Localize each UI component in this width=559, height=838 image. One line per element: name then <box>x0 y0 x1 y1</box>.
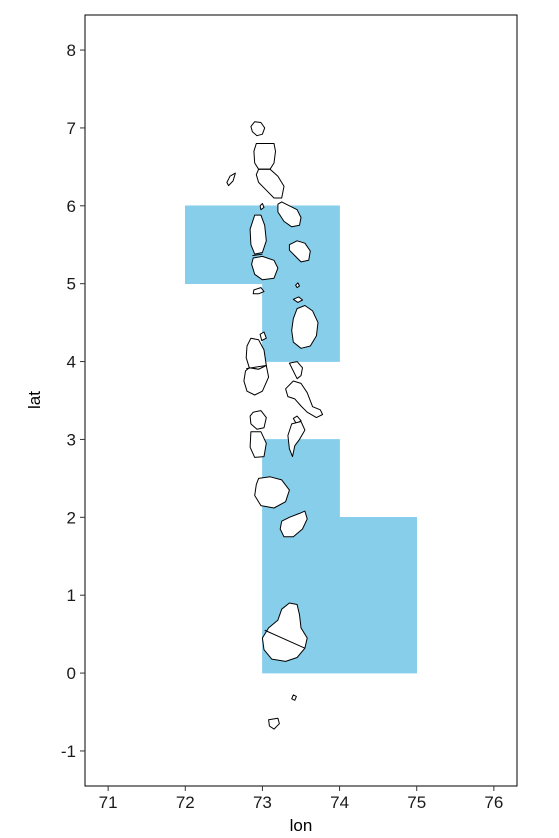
y-axis-title: lat <box>25 391 44 409</box>
atoll-nilandhe-north <box>249 431 267 458</box>
x-axis-title: lon <box>290 816 313 835</box>
grid-cell-5 <box>339 517 418 596</box>
y-tick-label: -1 <box>61 742 76 761</box>
atoll-fuvahmulah <box>291 694 297 701</box>
atoll-small-reef-c <box>292 296 303 303</box>
y-tick-label: 3 <box>67 430 76 449</box>
divider-line-4 <box>264 629 306 649</box>
grid-cell-7 <box>339 594 418 674</box>
atoll-vattaru <box>287 421 306 458</box>
x-tick-label: 74 <box>330 793 349 812</box>
y-tick-label: 8 <box>67 41 76 60</box>
atoll-fasdhutherethere <box>252 287 265 295</box>
y-tick-label: 0 <box>67 664 76 683</box>
atoll-small-reef-a <box>259 203 265 211</box>
x-tick-label: 71 <box>99 793 118 812</box>
y-tick-label: 7 <box>67 119 76 138</box>
atoll-thiladhunmathi-north <box>253 143 276 170</box>
y-axis-ticks: -1 0 1 2 3 4 5 6 7 8 <box>61 41 85 761</box>
atoll-makunudhoo <box>226 172 236 187</box>
atoll-felidhoo <box>285 380 324 419</box>
x-tick-label: 73 <box>253 793 272 812</box>
atoll-mulaku <box>249 410 267 430</box>
x-axis-ticks: 71 72 73 74 75 76 <box>99 786 503 812</box>
divider-line-2 <box>252 253 263 257</box>
x-tick-label: 72 <box>176 793 195 812</box>
x-tick-label: 75 <box>407 793 426 812</box>
plot-panel-border <box>84 14 518 787</box>
atoll-maalhosmadulu-south <box>251 255 279 281</box>
y-tick-label: 6 <box>67 197 76 216</box>
atoll-outlines <box>226 121 324 730</box>
atoll-ari-south <box>243 365 270 396</box>
y-tick-label: 5 <box>67 275 76 294</box>
atoll-north-male <box>291 305 319 349</box>
atoll-faadhippolhu <box>288 240 311 263</box>
atoll-miladhunmadulu-south <box>277 201 302 228</box>
atoll-addu <box>268 717 280 730</box>
atoll-maalhosmadulu-north <box>249 214 267 255</box>
y-tick-label: 2 <box>67 508 76 527</box>
atoll-south-male <box>288 361 303 380</box>
atoll-thiladhunmathi-south <box>255 168 285 199</box>
divider-line-3 <box>246 364 267 370</box>
atoll-rasdhoo <box>259 331 267 341</box>
atoll-small-reef-b <box>295 282 300 289</box>
atoll-divider-lines <box>246 143 306 649</box>
atoll-kolhumadulu <box>279 510 308 538</box>
atoll-nilandhe-south <box>254 476 290 509</box>
x-tick-label: 76 <box>484 793 503 812</box>
atoll-ihavandhippolhu <box>250 121 266 137</box>
grid-cell-0 <box>184 205 263 284</box>
y-tick-label: 4 <box>67 353 76 372</box>
y-tick-label: 1 <box>67 586 76 605</box>
